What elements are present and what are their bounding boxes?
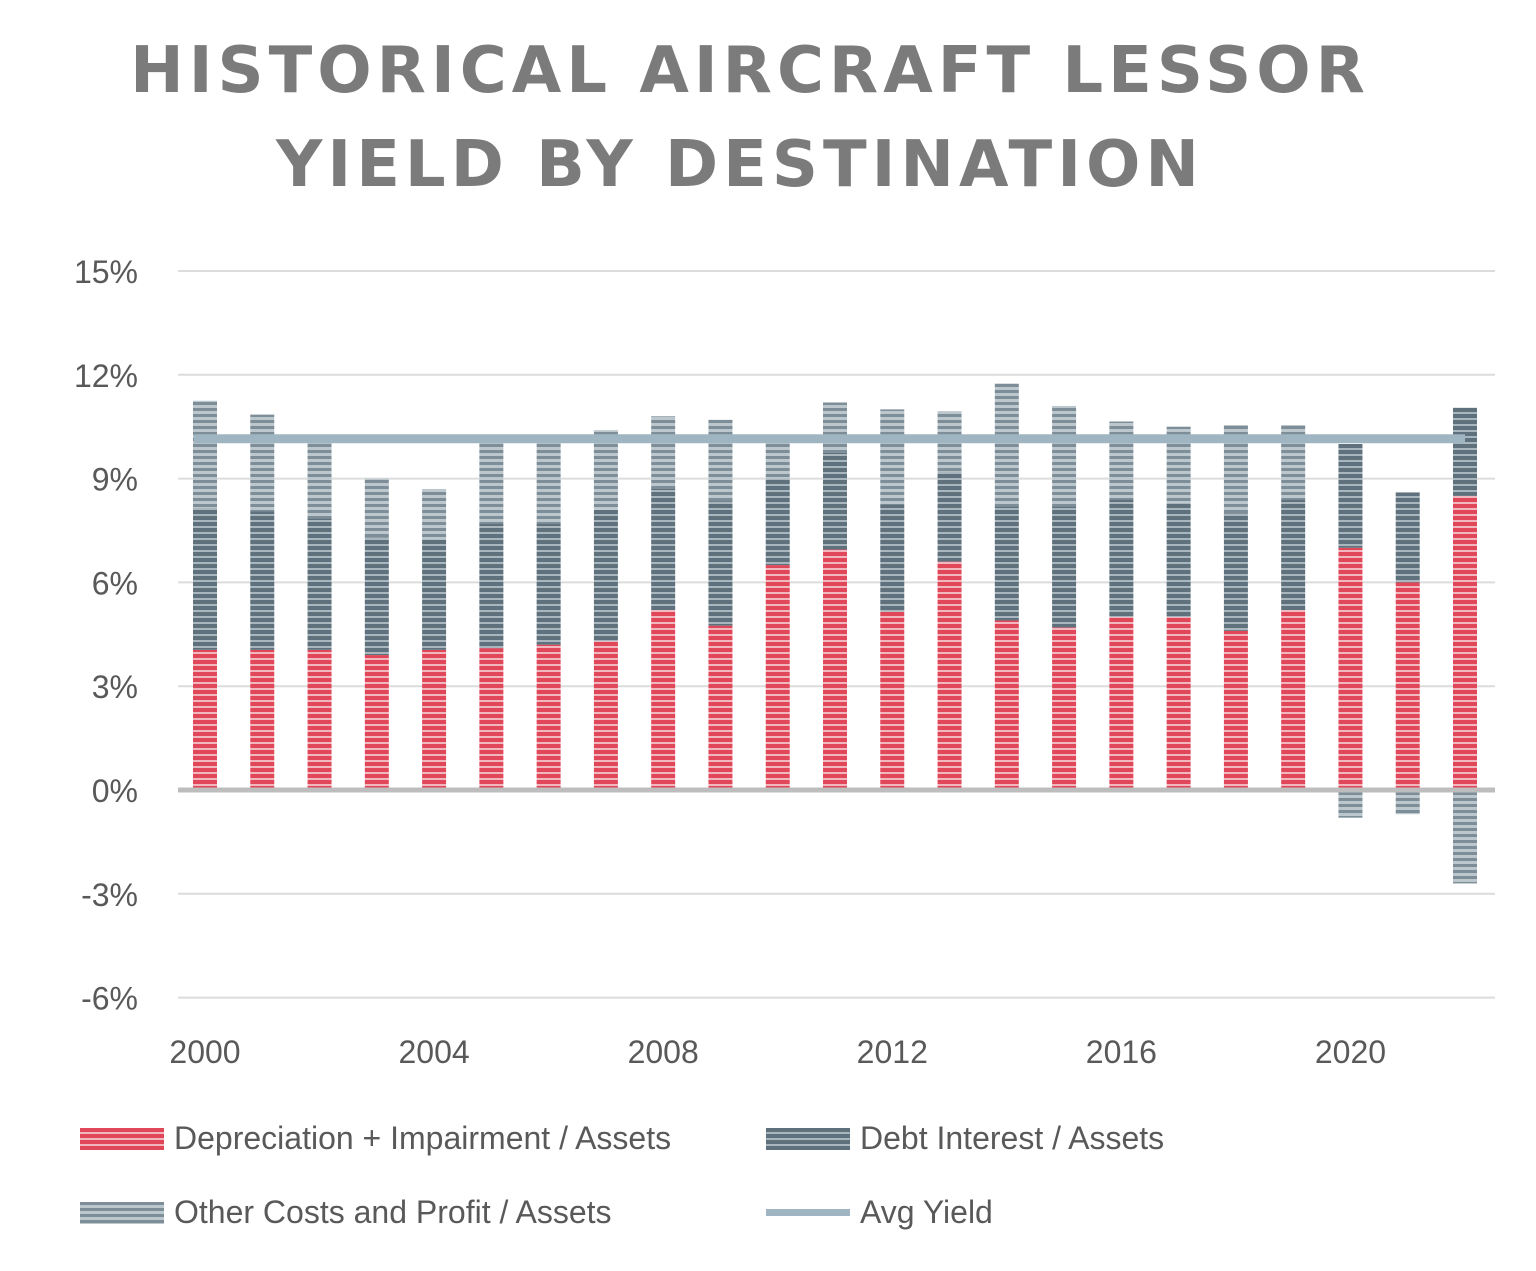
bar-debt-interest: [1052, 506, 1077, 628]
bar-depreciation: [422, 649, 447, 790]
x-tick-label: 2000: [169, 1034, 240, 1070]
legend-swatch-avg-yield: [766, 1209, 850, 1216]
bar-depreciation: [823, 549, 847, 790]
bar-other-costs: [1395, 790, 1420, 815]
bar-debt-interest: [1338, 444, 1363, 548]
bar-depreciation: [1281, 610, 1306, 790]
bar-other-costs: [536, 440, 561, 524]
y-tick-label: 9%: [92, 462, 138, 498]
legend-swatch-debt-interest: [766, 1127, 850, 1150]
bar-other-costs: [708, 419, 733, 502]
x-tick-label: 2020: [1315, 1034, 1386, 1070]
bar-depreciation: [1338, 547, 1363, 790]
bar-debt-interest: [1395, 492, 1420, 583]
bar-debt-interest: [593, 509, 618, 642]
legend-swatch-depreciation: [80, 1127, 164, 1150]
y-tick-label: 6%: [92, 565, 138, 601]
chart-title-line-2: YIELD BY DESTINATION: [276, 128, 1204, 202]
bar-depreciation: [937, 561, 962, 790]
x-tick-label: 2012: [857, 1034, 928, 1070]
bar-debt-interest: [651, 488, 676, 611]
legend-item-depreciation: Depreciation + Impairment / Assets: [80, 1120, 671, 1157]
bar-other-costs: [823, 402, 847, 453]
bar-debt-interest: [1109, 499, 1134, 617]
bar-depreciation: [250, 649, 275, 790]
bar-debt-interest: [823, 452, 847, 550]
bar-debt-interest: [1166, 502, 1191, 617]
bar-other-costs: [364, 478, 389, 538]
legend-swatch-other-costs: [80, 1201, 164, 1224]
bar-depreciation: [479, 648, 504, 790]
legend-item-other-costs: Other Costs and Profit / Assets: [80, 1194, 612, 1231]
bar-other-costs: [422, 488, 447, 540]
bar-depreciation: [193, 649, 217, 790]
bar-debt-interest: [479, 523, 504, 649]
bar-debt-interest: [250, 511, 275, 650]
bar-other-costs: [479, 435, 504, 524]
bar-depreciation: [1109, 617, 1134, 790]
bar-depreciation: [1166, 617, 1191, 790]
y-tick-label: 0%: [92, 773, 138, 809]
bar-depreciation: [708, 625, 733, 790]
bar-other-costs: [1052, 405, 1077, 507]
bar-other-costs: [1338, 790, 1363, 818]
bar-depreciation: [307, 649, 332, 790]
bar-depreciation: [1453, 495, 1477, 790]
bar-debt-interest: [1281, 499, 1306, 611]
bar-depreciation: [1395, 582, 1420, 790]
bar-other-costs: [1453, 790, 1477, 884]
x-tick-label: 2004: [398, 1034, 469, 1070]
bar-other-costs: [593, 430, 618, 510]
bar-other-costs: [250, 414, 275, 512]
bar-debt-interest: [364, 537, 389, 656]
chart-title-line-1: HISTORICAL AIRCRAFT LESSOR: [130, 34, 1370, 108]
bar-debt-interest: [880, 504, 905, 612]
y-tick-label: 12%: [74, 358, 138, 394]
bar-depreciation: [880, 611, 905, 790]
bar-debt-interest: [307, 518, 332, 650]
y-tick-label: 15%: [74, 254, 138, 290]
bar-depreciation: [765, 565, 790, 790]
bar-depreciation: [651, 610, 676, 790]
bar-debt-interest: [1223, 513, 1248, 631]
legend-item-avg-yield: Avg Yield: [766, 1194, 993, 1231]
legend-label: Avg Yield: [860, 1194, 993, 1230]
bar-debt-interest: [708, 501, 733, 626]
bar-debt-interest: [193, 508, 217, 650]
bar-other-costs: [994, 383, 1019, 507]
bar-debt-interest: [1453, 407, 1477, 496]
bar-depreciation: [1052, 627, 1077, 790]
bar-debt-interest: [422, 539, 447, 650]
bar-depreciation: [536, 644, 561, 790]
bar-depreciation: [994, 620, 1019, 790]
bar-debt-interest: [937, 471, 962, 562]
y-tick-label: 3%: [92, 669, 138, 705]
bar-other-costs: [651, 416, 676, 489]
legend-item-debt-interest: Debt Interest / Assets: [766, 1120, 1164, 1157]
bar-other-costs: [193, 400, 217, 509]
y-tick-label: -3%: [81, 877, 138, 913]
bar-other-costs: [1109, 421, 1134, 500]
legend-label: Depreciation + Impairment / Assets: [174, 1120, 672, 1156]
y-tick-label: -6%: [81, 981, 138, 1017]
bar-other-costs: [307, 440, 332, 519]
bar-depreciation: [593, 641, 618, 790]
x-tick-label: 2016: [1086, 1034, 1157, 1070]
x-tick-label: 2008: [628, 1034, 699, 1070]
bar-debt-interest: [765, 478, 790, 566]
bar-other-costs: [880, 409, 905, 505]
legend-label: Debt Interest / Assets: [860, 1120, 1165, 1156]
legend-label: Other Costs and Profit / Assets: [174, 1194, 612, 1230]
bar-debt-interest: [536, 523, 561, 645]
bar-depreciation: [1223, 630, 1248, 790]
bar-debt-interest: [994, 506, 1019, 621]
bar-depreciation: [364, 655, 389, 790]
